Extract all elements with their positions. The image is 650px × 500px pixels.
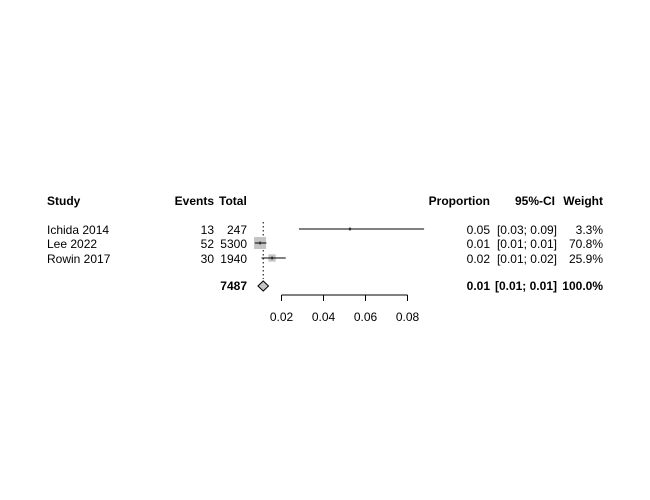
x-axis: 0.02 0.04 0.06 0.08 [270,294,420,324]
pooled-ci: [0.01; 0.01] [495,279,557,293]
header-weight: Weight [563,194,603,208]
pooled-row: 7487 0.01 [0.01; 0.01] 100.0% [220,279,603,293]
header-study: Study [47,194,81,208]
pooled-diamond [257,280,270,292]
study-events: 13 [201,223,215,237]
pooled-proportion: 0.01 [467,279,491,293]
header-events: Events [175,194,215,208]
study-row: Rowin 2017 30 1940 0.02 [0.01; 0.02] 25.… [47,252,603,266]
study-row: Ichida 2014 13 247 0.05 [0.03; 0.09] 3.3… [47,223,603,237]
study-weight: 25.9% [569,252,603,266]
study-weight: 3.3% [576,223,604,237]
x-tick-label: 0.04 [312,310,336,324]
study-total: 1940 [220,252,247,266]
study-ci: [0.01; 0.01] [497,237,557,251]
header-ci: 95%-CI [515,194,555,208]
x-tick-label: 0.08 [396,310,420,324]
study-proportion: 0.05 [467,223,491,237]
study-ci: [0.03; 0.09] [497,223,557,237]
study-weight: 70.8% [569,237,603,251]
pooled-total: 7487 [220,279,247,293]
study-events: 52 [201,237,215,251]
header-total: Total [219,194,247,208]
study-name: Rowin 2017 [47,252,111,266]
header-proportion: Proportion [429,194,490,208]
study-total: 247 [227,223,247,237]
x-tick-label: 0.02 [270,310,294,324]
forest-marks [254,222,425,292]
study-total: 5300 [220,237,247,251]
pooled-weight: 100.0% [562,279,603,293]
study-row: Lee 2022 52 5300 0.01 [0.01; 0.01] 70.8% [47,237,603,251]
study-name: Lee 2022 [47,237,97,251]
study-name: Ichida 2014 [47,223,109,237]
study-events: 30 [201,252,215,266]
x-tick-label: 0.06 [354,310,378,324]
study-proportion: 0.01 [467,237,491,251]
study-proportion: 0.02 [467,252,491,266]
study-ci: [0.01; 0.02] [497,252,557,266]
